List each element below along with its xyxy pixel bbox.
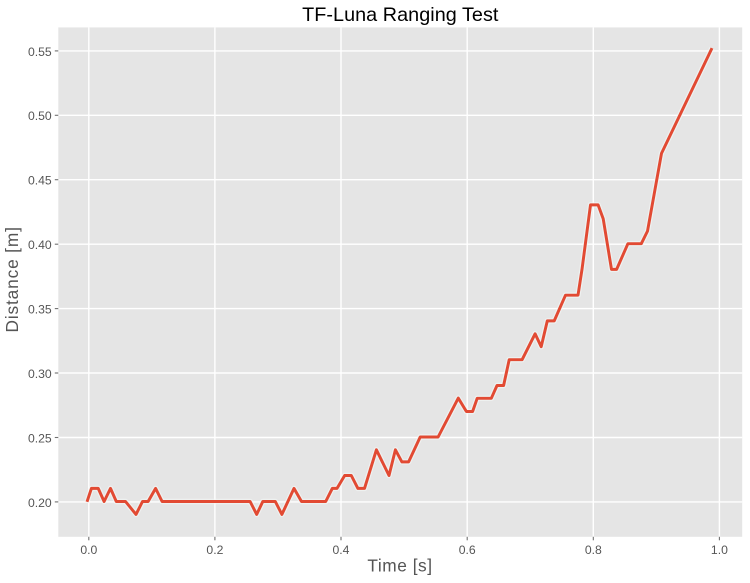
svg-text:0.40: 0.40 <box>28 238 52 252</box>
svg-text:1.0: 1.0 <box>711 543 728 557</box>
svg-text:0.30: 0.30 <box>28 367 52 381</box>
svg-text:0.2: 0.2 <box>206 543 223 557</box>
svg-text:0.55: 0.55 <box>28 45 52 59</box>
svg-text:0.4: 0.4 <box>333 543 350 557</box>
svg-text:0.6: 0.6 <box>459 543 476 557</box>
svg-text:0.8: 0.8 <box>585 543 602 557</box>
svg-text:TF-Luna Ranging Test: TF-Luna Ranging Test <box>302 4 499 26</box>
svg-text:0.35: 0.35 <box>28 303 52 317</box>
svg-text:0.50: 0.50 <box>28 109 52 123</box>
svg-text:0.45: 0.45 <box>28 174 52 188</box>
svg-text:Distance [m]: Distance [m] <box>2 226 22 332</box>
svg-text:0.25: 0.25 <box>28 431 52 445</box>
svg-text:Time [s]: Time [s] <box>367 556 432 576</box>
svg-text:0.20: 0.20 <box>28 496 52 510</box>
svg-text:0.0: 0.0 <box>80 543 97 557</box>
